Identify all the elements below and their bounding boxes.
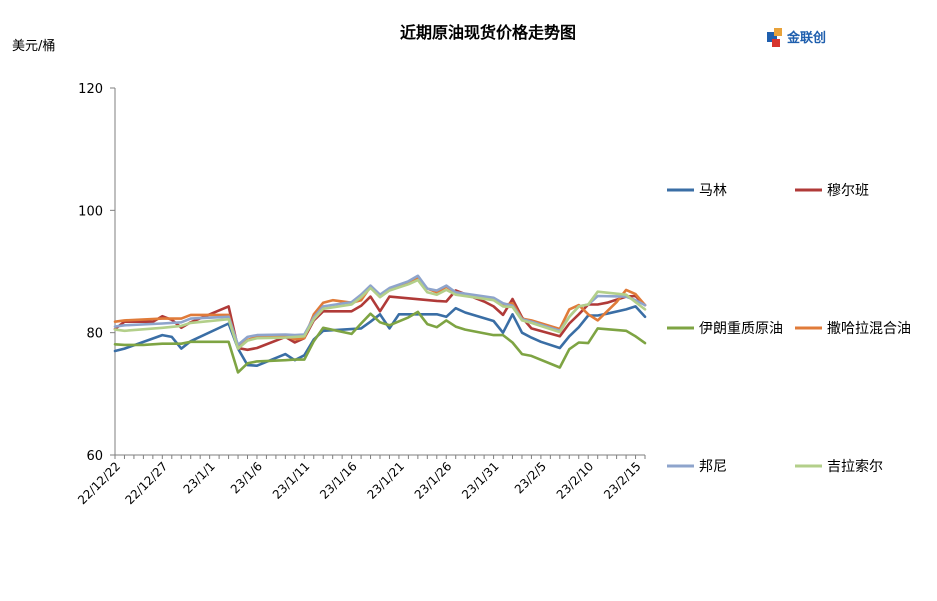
x-ticks: 22/12/22 22/12/27 23/1/1 23/1/6 23/1/11 23/1/… [75,455,646,507]
logo-mark-red [772,39,780,47]
legend-label: 邦尼 [699,459,727,475]
x-tick-label: 23/1/26 [412,459,455,502]
legend-label: 撒哈拉混合油 [827,321,911,337]
x-tick-label: 22/12/22 [75,459,123,507]
axes [114,88,645,456]
x-tick-label: 23/1/11 [270,459,313,502]
chart-title: 近期原油现货价格走势图 [400,23,576,42]
x-tick-label: 22/12/27 [122,459,170,507]
x-tick-label: 23/1/31 [459,459,502,502]
x-tick-label: 23/1/21 [364,459,407,502]
x-tick-label: 23/2/15 [601,459,644,502]
y-tick-label: 100 [78,204,103,219]
logo-mark-orange [774,28,782,36]
legend-label: 吉拉索尔 [827,458,883,475]
y-tick-label: 60 [86,449,103,464]
x-tick-label: 23/2/5 [512,459,549,496]
logo-mark-blue [767,32,777,42]
series-line-5 [113,278,647,350]
legend-label: 马林 [699,183,727,199]
series-lines [113,274,647,374]
legend-label: 伊朗重质原油 [699,321,783,337]
legend-label: 穆尔班 [827,183,869,199]
x-tick-label: 23/1/6 [228,459,265,496]
x-tick-label: 23/1/16 [317,459,360,502]
y-tick-label: 80 [86,327,103,342]
x-tick-label: 23/1/1 [181,459,218,496]
y-ticks: 60 80 100 120 [78,82,115,464]
logo-text: 金联创 [786,30,826,46]
x-tick-label: 23/2/10 [554,459,597,502]
series-line-2 [113,310,647,374]
logo: 金联创 [767,28,826,47]
y-unit-label: 美元/桶 [12,39,55,54]
y-tick-label: 120 [78,82,103,97]
